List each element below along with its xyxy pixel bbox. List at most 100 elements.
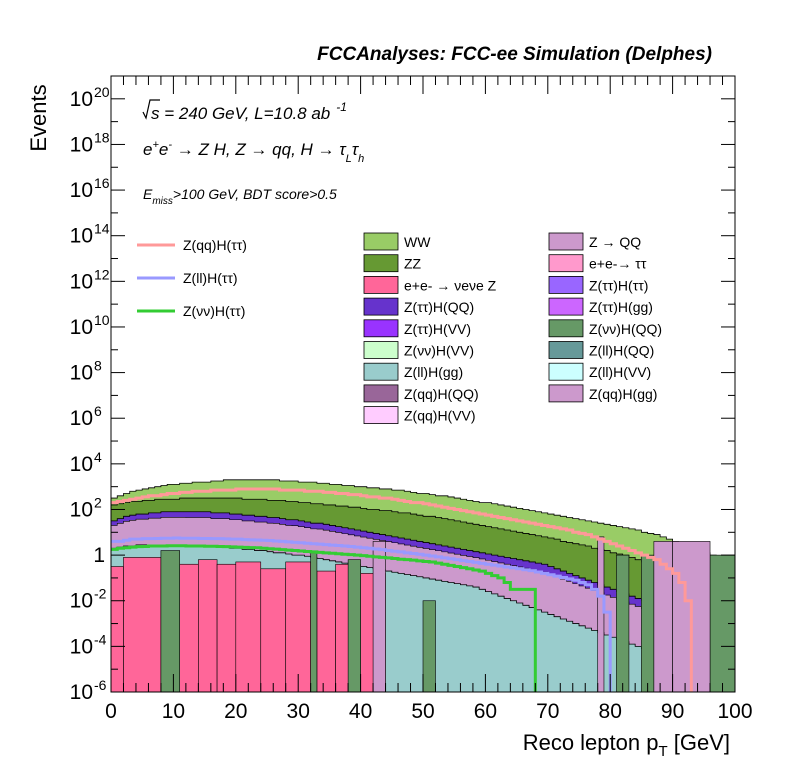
annotation-process: → Z H, Z → qq, H → <box>172 140 339 159</box>
legend-label: Z → QQ <box>589 234 641 250</box>
signal-line-zqq <box>111 487 693 692</box>
x-tick-label: 0 <box>105 700 117 723</box>
y-tick-label: 10 <box>70 362 93 385</box>
signal-lines <box>111 487 693 692</box>
y-tick-label: 10 <box>70 635 93 658</box>
legend-swatch <box>363 362 399 381</box>
x-axis-label: Reco lepton pT [GeV] <box>523 730 730 760</box>
annotation-e1: e <box>143 140 152 159</box>
y-tick-label: 10 <box>70 681 93 704</box>
legend-label: Z(qq)H(VV) <box>404 408 476 424</box>
y-tick-exponent: 4 <box>94 449 102 465</box>
legend-label: Z(ττ)H(gg) <box>589 299 653 315</box>
legend-swatch <box>548 362 584 381</box>
legend-background-col2: Z → QQ e+e-→ ττ Z(ττ)H(ττ) Z(ττ)H(gg) Z(νν)H… <box>548 232 662 403</box>
x-axis-ticks: 0 10 20 30 40 50 60 70 80 90 100 <box>105 76 753 723</box>
y-tick-base: 10 <box>70 133 93 156</box>
y-tick-label: 10 <box>70 453 93 476</box>
sqrt-symbol <box>142 99 160 120</box>
legend-signal-label: Z(qq)H(ττ) <box>183 237 247 253</box>
x-axis-label-sub: T <box>658 743 667 760</box>
legend-signal: Z(qq)H(ττ) Z(ll)H(ττ) Z(νν)H(ττ) <box>137 237 247 319</box>
legend-signal-label: Z(ll)H(ττ) <box>183 270 238 286</box>
pink-bin-3 <box>179 563 199 692</box>
annotation-e1-plus: + <box>152 139 159 151</box>
x-tick-label: 20 <box>224 700 247 723</box>
zqq-hgg-bin-1 <box>597 536 605 692</box>
y-tick-label: 10 <box>70 88 93 111</box>
y-tick-exponent: 14 <box>94 221 110 237</box>
legend-label: Z(ττ)H(QQ) <box>404 299 474 315</box>
y-axis-label: Events <box>26 84 51 151</box>
y-tick-exponent: 8 <box>94 358 102 374</box>
legend-label: Z(ll)H(VV) <box>589 364 651 380</box>
annotation-tau1-sub: L <box>346 153 352 165</box>
legend-swatch <box>363 406 399 425</box>
y-tick-base: 10 <box>70 681 93 704</box>
annotation-sqrt-s: s <box>151 104 160 123</box>
legend-signal-label: Z(νν)H(ττ) <box>183 303 245 319</box>
pink-bin-6 <box>235 561 262 692</box>
y-tick-exponent: 10 <box>94 312 110 328</box>
pink-bin-8 <box>285 561 311 692</box>
y-tick-label: 10 <box>70 316 93 339</box>
x-tick-label: 50 <box>411 700 434 723</box>
x-tick-label: 60 <box>474 700 497 723</box>
legend-swatch <box>548 275 584 294</box>
legend-label: Z(qq)H(gg) <box>589 386 657 402</box>
y-tick-base: 10 <box>70 316 93 339</box>
signal-line-zll <box>111 536 612 692</box>
x-tick-label: 10 <box>162 700 185 723</box>
legend-label: Z(νν)H(QQ) <box>589 321 662 337</box>
legend-swatch <box>548 232 584 251</box>
y-tick-base: 1 <box>93 544 105 567</box>
legend-label: e+e- → νeνe Z <box>404 277 497 293</box>
y-tick-base: 10 <box>70 225 93 248</box>
pink-bin-0 <box>111 566 124 692</box>
y-tick-exponent: -2 <box>94 586 107 602</box>
annotation-lumi-exponent: -1 <box>336 100 347 114</box>
y-tick-base: 10 <box>70 453 93 476</box>
y-tick-base: 10 <box>70 362 93 385</box>
y-tick-label: 10 <box>70 133 93 156</box>
chart-header-title: FCCAnalyses: FCC-ee Simulation (Delphes) <box>317 44 712 65</box>
legend-swatch <box>548 254 584 273</box>
y-tick-exponent: 6 <box>94 403 102 419</box>
y-tick-exponent: 2 <box>94 494 102 510</box>
zvv-hqq-bin-4 <box>616 554 630 692</box>
pink-bin-1 <box>123 557 162 692</box>
y-tick-label: 10 <box>70 498 93 521</box>
annotation-tau2-sub: h <box>358 153 364 165</box>
annotation-e2: e <box>159 140 168 159</box>
zvv-hqq-bin-0 <box>160 550 180 692</box>
zvv-hqq-bin-5 <box>641 554 655 692</box>
annotation-emiss: E <box>143 186 153 202</box>
y-tick-base: 10 <box>70 407 93 430</box>
legend-swatch <box>548 297 584 316</box>
y-tick-base: 10 <box>70 179 93 202</box>
annotation-energy-lumi: = 240 GeV, L=10.8 ab <box>160 104 331 123</box>
signal-line-zvv <box>111 544 537 692</box>
legend-label: ZZ <box>404 256 422 272</box>
legend-swatch <box>363 275 399 294</box>
y-tick-base: 10 <box>70 498 93 521</box>
legend-background-col1: WW ZZ e+e- → νeνe Z Z(ττ)H(QQ) Z(ττ)H(VV) Z(ν… <box>363 232 497 425</box>
y-tick-exponent: -4 <box>94 631 107 647</box>
plot-area <box>111 479 735 692</box>
x-tick-label: 70 <box>536 700 559 723</box>
legend-swatch <box>548 319 584 338</box>
legend-swatch <box>548 341 584 359</box>
legend-label: Z(νν)H(VV) <box>404 343 474 359</box>
legend-label: WW <box>404 234 431 250</box>
y-tick-exponent: 12 <box>94 266 110 282</box>
legend-swatch <box>363 254 399 273</box>
legend-swatch <box>363 384 399 403</box>
y-tick-base: 10 <box>70 635 93 658</box>
zvv-hqq-bin-2 <box>347 559 361 692</box>
annotation-line-3: Emiss>100 GeV, BDT score>0.5 <box>143 186 337 207</box>
legend-label: e+e-→ ττ <box>589 256 647 272</box>
legend-label: Z(ll)H(gg) <box>404 364 463 380</box>
pink-bin-9 <box>316 570 336 692</box>
annotation-line-1: s = 240 GeV, L=10.8 ab -1 <box>151 100 347 123</box>
